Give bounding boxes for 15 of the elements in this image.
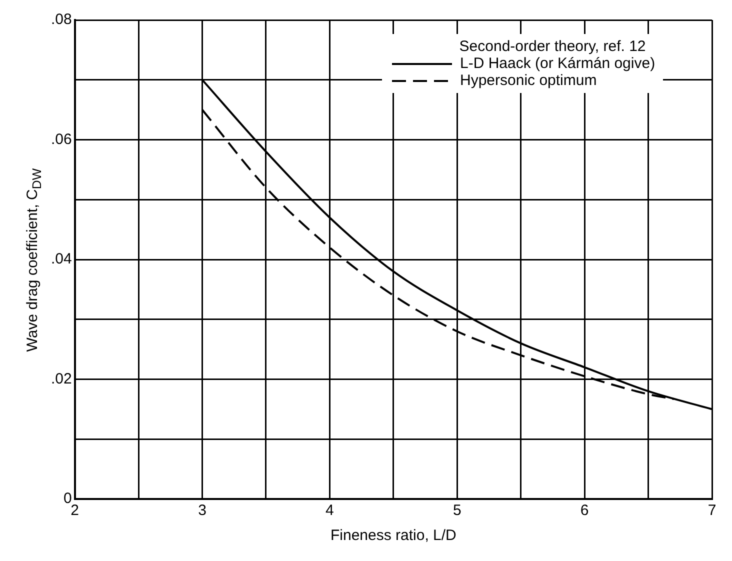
y-tick-label: .04 <box>50 250 72 268</box>
legend-title: Second-order theory, ref. 12 <box>458 38 647 55</box>
x-tick-label: 5 <box>452 502 462 520</box>
legend-label: L-D Haack (or Kármán ogive) <box>460 55 656 72</box>
x-tick-label: 3 <box>198 502 206 520</box>
y-tick-label: .08 <box>50 11 72 28</box>
x-tick-label: 7 <box>708 502 716 520</box>
x-tick-label: 2 <box>70 502 80 520</box>
y-tick-label: .06 <box>50 130 72 148</box>
y-tick-label: .02 <box>50 370 72 388</box>
y-tick-label: 0 <box>64 490 72 508</box>
x-tick-label: 4 <box>326 502 334 520</box>
legend-label: Hypersonic optimum <box>460 72 597 89</box>
x-axis-title: Fineness ratio, L/D <box>330 527 456 544</box>
x-tick-label: 6 <box>580 502 589 520</box>
